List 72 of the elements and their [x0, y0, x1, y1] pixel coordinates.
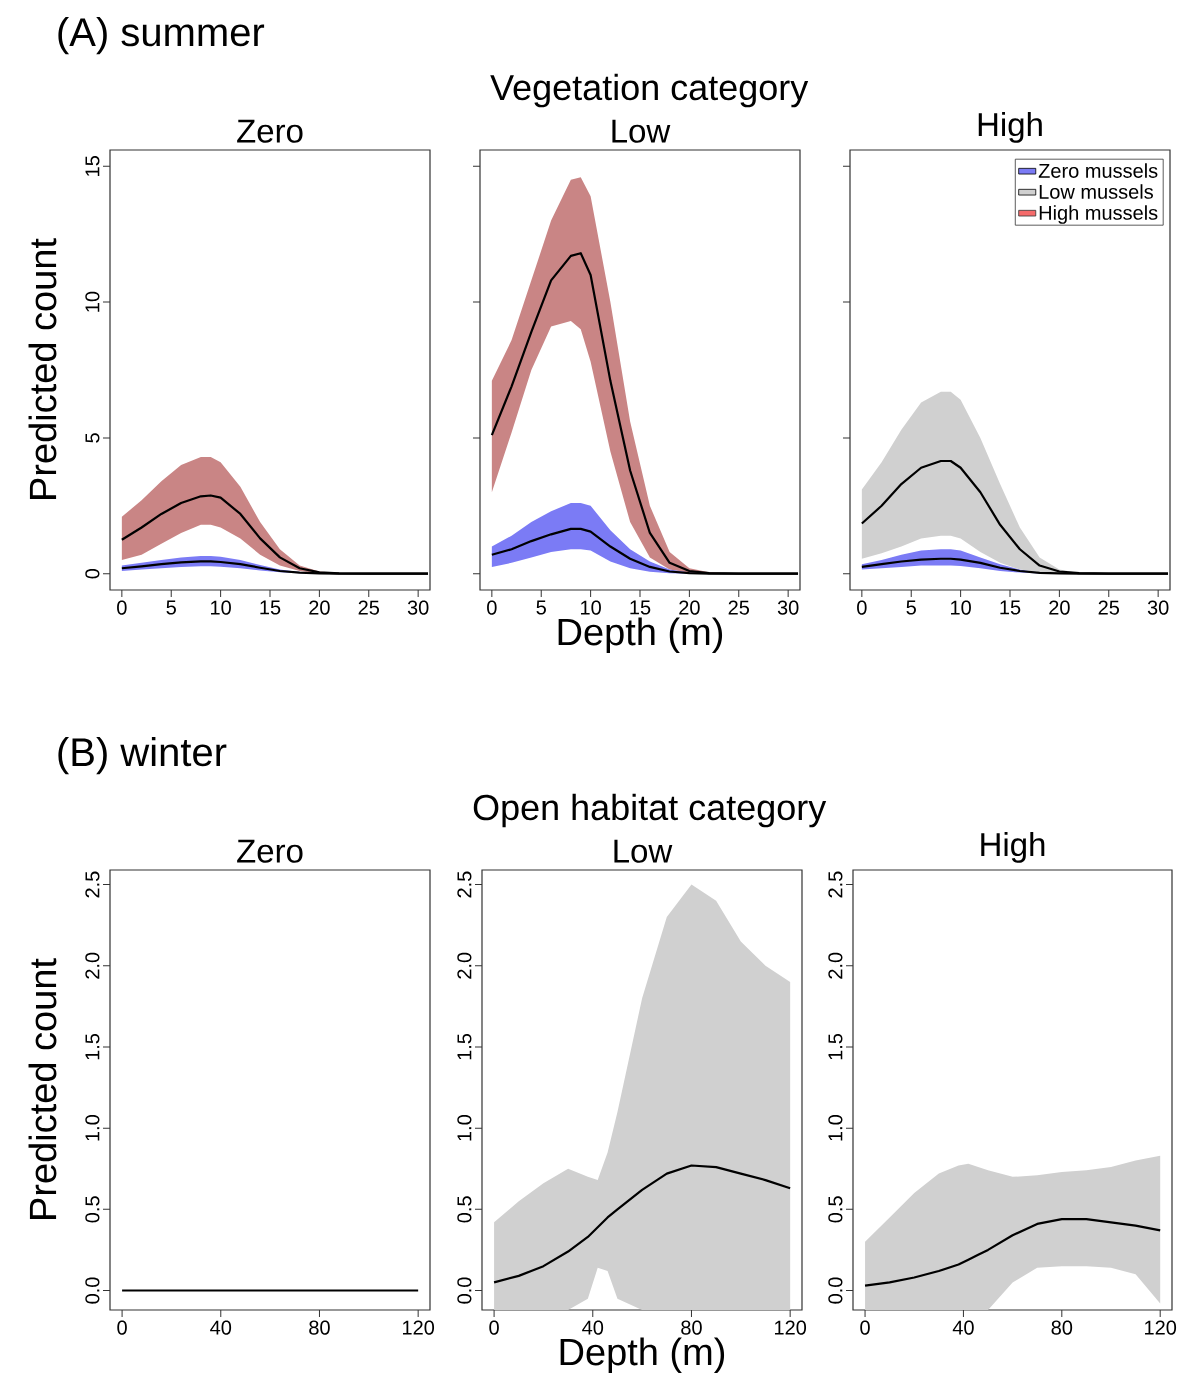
- y-tick-label: 5: [85, 433, 100, 443]
- y-tick-label: 1.0: [457, 1115, 472, 1141]
- legend-label: High mussels: [1039, 205, 1158, 224]
- x-tick-label: 20: [679, 600, 700, 615]
- x-tick-label: 10: [581, 600, 601, 615]
- x-axis-title: Depth (m): [558, 617, 723, 653]
- legend-label: Low mussels: [1039, 184, 1153, 199]
- y-axis-title: Predicted count: [28, 958, 57, 1219]
- x-tick-label: 25: [358, 600, 380, 615]
- y-tick-label: 0: [85, 568, 100, 579]
- y-tick-label: 2.0: [85, 952, 100, 979]
- y-tick-label: 1.5: [828, 1033, 843, 1060]
- y-tick-label: 15: [85, 156, 100, 176]
- text: (A) summer: [58, 16, 265, 55]
- x-tick-label: 15: [1000, 600, 1021, 615]
- y-tick-label: 1.0: [828, 1115, 843, 1141]
- y-tick-label: 1.5: [85, 1033, 100, 1060]
- y-axis-title: Predicted count: [28, 238, 57, 499]
- x-tick-label: 20: [309, 600, 330, 615]
- x-tick-label: 40: [582, 1320, 604, 1335]
- x-tick-label: 0: [860, 1320, 870, 1335]
- x-tick-label: 40: [952, 1320, 974, 1335]
- x-tick-label: 0: [117, 600, 127, 615]
- y-tick-label: 2.5: [85, 871, 100, 898]
- x-tick-label: 120: [1145, 1320, 1177, 1335]
- chart-title: Zero: [237, 839, 303, 863]
- chart-title: High: [978, 112, 1042, 143]
- x-tick-label: 10: [211, 600, 231, 615]
- y-tick-label: 0.5: [828, 1196, 843, 1223]
- x-tick-label: 5: [536, 600, 546, 615]
- x-tick-label: 120: [402, 1320, 435, 1335]
- x-tick-label: 80: [681, 1320, 702, 1335]
- y-tick-label: 2.0: [457, 952, 472, 979]
- y-tick-label: 2.0: [828, 952, 843, 979]
- y-tick-label: 0.5: [457, 1196, 472, 1223]
- x-tick-label: 5: [166, 600, 176, 615]
- x-tick-label: 80: [1051, 1320, 1073, 1335]
- chart-title: Low: [612, 119, 671, 143]
- x-tick-label: 15: [260, 600, 281, 615]
- text: (B) winter: [58, 736, 227, 775]
- x-tick-label: 0: [489, 1320, 499, 1335]
- x-axis-title: Depth (m): [560, 1337, 725, 1373]
- x-tick-label: 20: [1049, 600, 1070, 615]
- x-tick-label: 30: [1147, 600, 1169, 615]
- y-tick-label: 1.0: [85, 1115, 100, 1141]
- chart-title: Zero: [237, 119, 303, 143]
- x-tick-label: 0: [857, 600, 867, 615]
- chart-title: Low: [614, 839, 673, 863]
- y-tick-label: 2.5: [828, 871, 843, 898]
- legend-label: Zero mussels: [1038, 163, 1158, 178]
- x-tick-label: 40: [210, 1320, 232, 1335]
- x-tick-label: 80: [309, 1320, 330, 1335]
- y-tick-label: 1.5: [457, 1033, 472, 1060]
- x-tick-label: 15: [630, 600, 651, 615]
- x-tick-label: 5: [906, 600, 916, 615]
- x-tick-label: 30: [777, 600, 799, 615]
- y-tick-label: 0.0: [85, 1277, 100, 1304]
- x-tick-label: 25: [1098, 600, 1120, 615]
- y-tick-label: 2.5: [457, 871, 472, 898]
- x-tick-label: 0: [487, 600, 497, 615]
- x-tick-label: 25: [728, 600, 750, 615]
- y-tick-label: 0.0: [457, 1277, 472, 1304]
- y-tick-label: 0.5: [85, 1196, 100, 1223]
- chart-title: High: [981, 832, 1045, 863]
- x-tick-label: 0: [117, 1320, 127, 1335]
- x-tick-label: 120: [774, 1320, 807, 1335]
- y-tick-label: 0.0: [828, 1277, 843, 1304]
- text: Open habitat category: [473, 793, 827, 828]
- x-tick-label: 10: [951, 600, 971, 615]
- text: Vegetation category: [490, 73, 809, 108]
- y-tick-label: 10: [85, 291, 100, 312]
- x-tick-label: 30: [407, 600, 429, 615]
